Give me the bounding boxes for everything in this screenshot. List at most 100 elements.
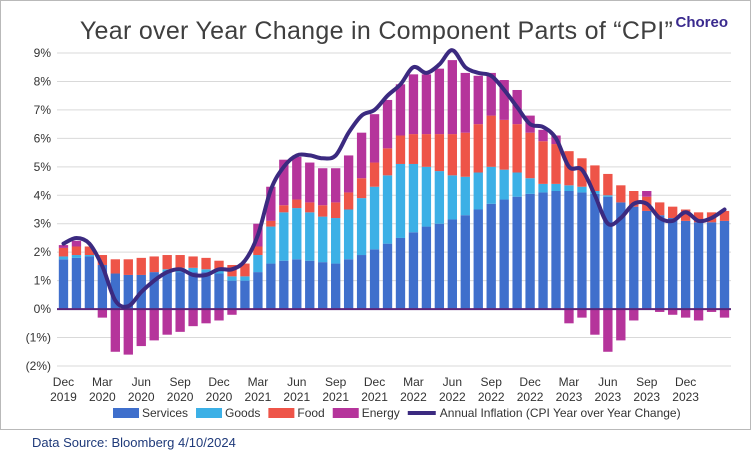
food-bar	[110, 259, 120, 274]
x-tick-year: 2023	[595, 390, 622, 404]
food-bar	[84, 246, 95, 256]
food-bar	[331, 202, 341, 219]
x-tick-month: Sep	[169, 375, 191, 389]
energy-bar	[473, 75, 483, 125]
goods-bar	[499, 169, 509, 200]
food-bar	[486, 115, 496, 167]
energy-bar	[188, 309, 198, 327]
x-tick-year: 2023	[672, 390, 699, 404]
y-tick-label: 5%	[34, 160, 52, 174]
services-bar	[706, 222, 717, 310]
energy-bar	[655, 309, 665, 312]
food-bar	[538, 141, 548, 184]
x-tick-year: 2021	[322, 390, 349, 404]
energy-bar	[577, 309, 587, 318]
services-bar	[149, 272, 159, 310]
energy-bar	[719, 309, 730, 318]
energy-bar	[279, 159, 289, 206]
energy-bar	[538, 129, 548, 142]
services-bar	[564, 191, 574, 310]
services-bar	[616, 202, 626, 310]
food-bar	[58, 247, 69, 257]
services-bar	[655, 215, 665, 310]
food-bar	[201, 257, 211, 270]
goods-bar	[551, 183, 561, 192]
x-tick-month: Mar	[403, 375, 424, 389]
food-bar	[616, 185, 626, 203]
energy-bar	[421, 74, 432, 135]
legend-label-food: Food	[297, 406, 324, 420]
goods-bar	[214, 270, 224, 274]
services-bar	[84, 256, 95, 310]
energy-bar	[97, 309, 108, 318]
food-bar	[499, 119, 509, 170]
goods-bar	[279, 212, 289, 261]
goods-bar	[266, 226, 276, 264]
services-bar	[227, 280, 237, 310]
services-bar	[292, 259, 302, 310]
x-tick-month: Dec	[519, 375, 540, 389]
goods-bar	[240, 276, 250, 281]
food-bar	[460, 132, 470, 177]
services-bar	[590, 193, 600, 310]
energy-bar	[58, 245, 69, 248]
energy-bar	[305, 162, 315, 203]
goods-bar	[421, 166, 432, 227]
food-bar	[240, 263, 250, 277]
chart-frame: Year over Year Change in Component Parts…	[0, 0, 751, 430]
services-bar	[525, 193, 535, 310]
food-bar	[279, 205, 289, 213]
x-tick-year: 2023	[556, 390, 583, 404]
energy-bar	[447, 60, 457, 135]
goods-bar	[512, 172, 522, 197]
y-tick-label: 0%	[34, 302, 52, 316]
energy-bar	[331, 168, 341, 203]
services-bar	[305, 260, 315, 310]
y-tick-label: (2%)	[26, 359, 51, 373]
legend: Services Goods Food Energy Annual Inflation …	[113, 406, 681, 420]
food-bar	[680, 209, 691, 221]
goods-bar	[201, 269, 211, 273]
goods-bar	[305, 212, 315, 261]
x-tick-month: Dec	[675, 375, 696, 389]
services-bar	[71, 257, 82, 310]
x-tick-month: Sep	[325, 375, 347, 389]
goods-bar	[382, 175, 393, 244]
y-tick-label: 1%	[34, 274, 52, 288]
services-bar	[266, 263, 276, 310]
food-bar	[292, 199, 302, 209]
y-tick-label: 4%	[34, 188, 52, 202]
energy-bar	[382, 99, 393, 149]
food-bar	[305, 202, 315, 213]
goods-bar	[58, 256, 69, 260]
food-bar	[473, 124, 483, 173]
goods-bar	[292, 208, 302, 260]
food-bar	[551, 144, 561, 184]
goods-bar	[564, 185, 574, 192]
energy-bar	[486, 72, 496, 116]
x-tick-year: 2020	[128, 390, 155, 404]
services-bar	[253, 272, 263, 310]
food-bar	[668, 206, 678, 219]
energy-bar	[201, 309, 211, 324]
y-tick-label: 9%	[34, 46, 52, 60]
goods-bar	[395, 163, 406, 238]
goods-bar	[71, 255, 82, 258]
inflation-line	[61, 48, 727, 309]
x-tick-year: 2020	[167, 390, 194, 404]
food-bar	[149, 256, 159, 273]
y-tick-label: (1%)	[26, 331, 51, 345]
goods-bar	[473, 172, 483, 210]
stacked-bars	[58, 60, 730, 355]
legend-swatch-energy	[332, 408, 359, 418]
energy-bar	[706, 309, 717, 312]
energy-bar	[642, 191, 652, 197]
y-tick-label: 7%	[34, 103, 52, 117]
food-bar	[175, 255, 185, 268]
goods-bar	[603, 195, 613, 197]
food-bar	[603, 173, 613, 196]
goods-bar	[525, 178, 535, 194]
chart-plot: 9%8%7%6%5%4%3%2%1%0%(1%)(2%) Dec2019Mar2…	[26, 46, 731, 420]
services-bar	[551, 191, 561, 310]
energy-bar	[123, 309, 133, 355]
